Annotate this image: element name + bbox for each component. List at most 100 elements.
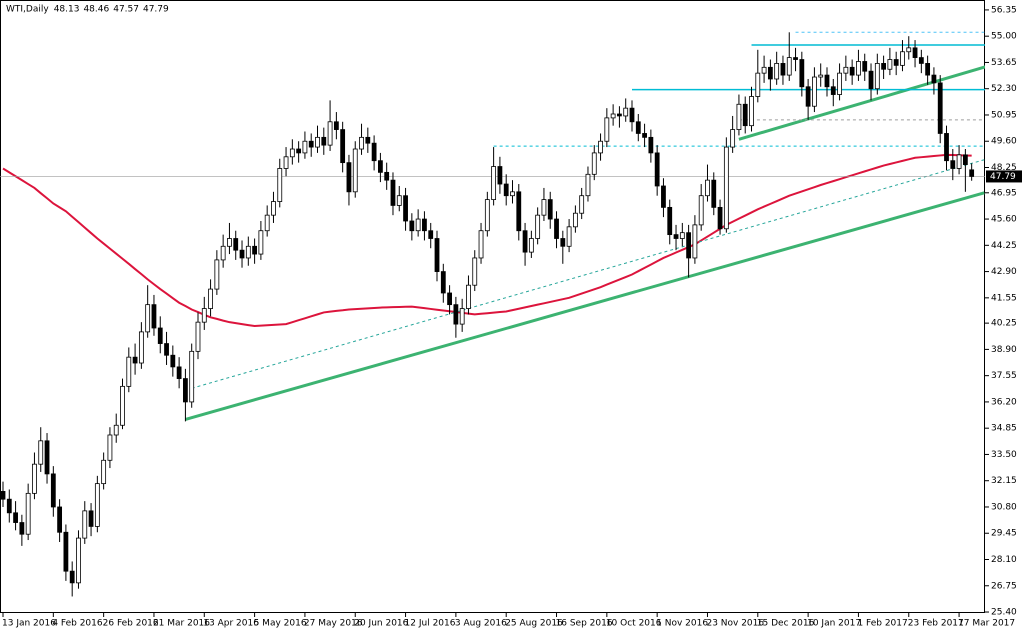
candle-body bbox=[220, 245, 226, 261]
x-tick-label: 10 Jan 2017 bbox=[807, 619, 861, 629]
candle-body bbox=[617, 113, 622, 117]
x-tick-label: 3 Aug 2016 bbox=[455, 619, 507, 629]
x-tick-label: 13 Apr 2016 bbox=[203, 619, 259, 629]
candle-body bbox=[585, 173, 591, 197]
x-tick-label: 26 Feb 2016 bbox=[103, 619, 159, 629]
candle-body bbox=[63, 531, 69, 572]
y-tick-label: 52.30 bbox=[991, 84, 1017, 94]
y-tick-label: 26.75 bbox=[991, 581, 1017, 591]
candle-body bbox=[151, 304, 157, 329]
candle-body bbox=[761, 66, 767, 74]
candle-body bbox=[931, 74, 937, 84]
y-tick-label: 36.20 bbox=[991, 397, 1017, 407]
candle-body bbox=[723, 146, 729, 230]
candle-body bbox=[214, 259, 220, 290]
plot-frame bbox=[0, 0, 985, 613]
candle-body bbox=[780, 63, 786, 76]
candle-body bbox=[818, 74, 824, 78]
candle-body bbox=[484, 199, 490, 232]
candle-body bbox=[711, 179, 717, 208]
candle-body bbox=[201, 308, 207, 323]
x-tick-label: 12 Jul 2016 bbox=[405, 619, 456, 629]
y-tick-label: 34.85 bbox=[991, 424, 1017, 434]
candle-body bbox=[472, 257, 478, 286]
candle-body bbox=[912, 47, 918, 58]
candle-body bbox=[94, 483, 100, 527]
candle-body bbox=[459, 308, 465, 325]
y-tick-label: 48.25 bbox=[991, 163, 1017, 173]
moving-average bbox=[2, 153, 972, 328]
candle-body bbox=[245, 245, 251, 259]
candle-body bbox=[365, 136, 371, 144]
candle-body bbox=[918, 57, 924, 64]
candle-body bbox=[774, 63, 780, 80]
candle-body bbox=[906, 47, 912, 53]
x-tick-label: 1 Nov 2016 bbox=[656, 619, 708, 629]
y-tick-label: 46.95 bbox=[991, 188, 1017, 198]
x-tick-label: 15 Dec 2016 bbox=[757, 619, 815, 629]
candle-body bbox=[113, 424, 119, 436]
candle-body bbox=[786, 57, 792, 76]
candle-body bbox=[384, 171, 390, 181]
candle-body bbox=[38, 440, 44, 465]
candle-body bbox=[554, 218, 559, 239]
candle-body bbox=[661, 185, 666, 208]
candle-body bbox=[6, 498, 12, 514]
candle-body bbox=[591, 152, 597, 175]
candle-body bbox=[157, 327, 163, 344]
candle-body bbox=[824, 74, 830, 88]
x-tick-label: 16 Sep 2016 bbox=[556, 619, 613, 629]
x-tick-label: 17 Mar 2017 bbox=[958, 619, 1015, 629]
candle-body bbox=[371, 142, 377, 162]
candle-body bbox=[377, 160, 383, 173]
candle-body bbox=[340, 129, 346, 164]
y-tick-label: 32.15 bbox=[991, 476, 1017, 486]
candle-body bbox=[233, 238, 239, 251]
x-tick-label: 1 Feb 2017 bbox=[857, 619, 907, 629]
x-tick-label: 4 Feb 2016 bbox=[52, 619, 103, 629]
candle-body bbox=[183, 378, 188, 403]
candle-body bbox=[302, 140, 308, 154]
candle-body bbox=[598, 140, 603, 154]
candle-body bbox=[648, 136, 654, 154]
candle-body bbox=[623, 107, 629, 117]
candle-body bbox=[32, 463, 37, 494]
candle-body bbox=[874, 63, 880, 90]
candle-body bbox=[969, 169, 975, 177]
candle-body bbox=[264, 214, 270, 232]
candle-body bbox=[138, 331, 144, 364]
candle-body bbox=[25, 492, 31, 535]
candle-body bbox=[749, 96, 754, 127]
candle-body bbox=[541, 199, 547, 216]
y-tick-label: 38.90 bbox=[991, 345, 1017, 355]
candle-body bbox=[277, 168, 283, 202]
candle-body bbox=[799, 59, 805, 88]
candle-body bbox=[686, 232, 692, 259]
candle-body bbox=[579, 195, 585, 214]
candle-body bbox=[164, 343, 169, 356]
candle-body bbox=[396, 195, 402, 206]
candle-body bbox=[283, 156, 289, 169]
candle-body bbox=[862, 61, 868, 72]
y-tick-label: 28.10 bbox=[991, 555, 1017, 565]
candle-body bbox=[849, 66, 855, 76]
candle-body bbox=[170, 354, 176, 368]
y-tick-label: 44.25 bbox=[991, 241, 1017, 251]
title-value: 47.79 bbox=[143, 5, 169, 15]
candle-body bbox=[252, 245, 258, 255]
candle-body bbox=[346, 162, 352, 193]
price-tag bbox=[986, 170, 1022, 183]
candle-body bbox=[101, 459, 107, 485]
candle-body bbox=[503, 183, 509, 197]
y-tick-label: 40.25 bbox=[991, 319, 1017, 329]
candle-body bbox=[132, 356, 138, 364]
candle-body bbox=[698, 195, 704, 226]
x-tick-label: 10 Oct 2016 bbox=[606, 619, 662, 629]
x-tick-label: 21 Mar 2016 bbox=[153, 619, 210, 629]
x-tick-label: 23 Feb 2017 bbox=[908, 619, 964, 629]
candle-body bbox=[730, 129, 736, 148]
trend-line bbox=[185, 191, 985, 421]
candle-body bbox=[76, 537, 81, 584]
candle-body bbox=[13, 512, 18, 523]
candle-body bbox=[497, 166, 503, 185]
